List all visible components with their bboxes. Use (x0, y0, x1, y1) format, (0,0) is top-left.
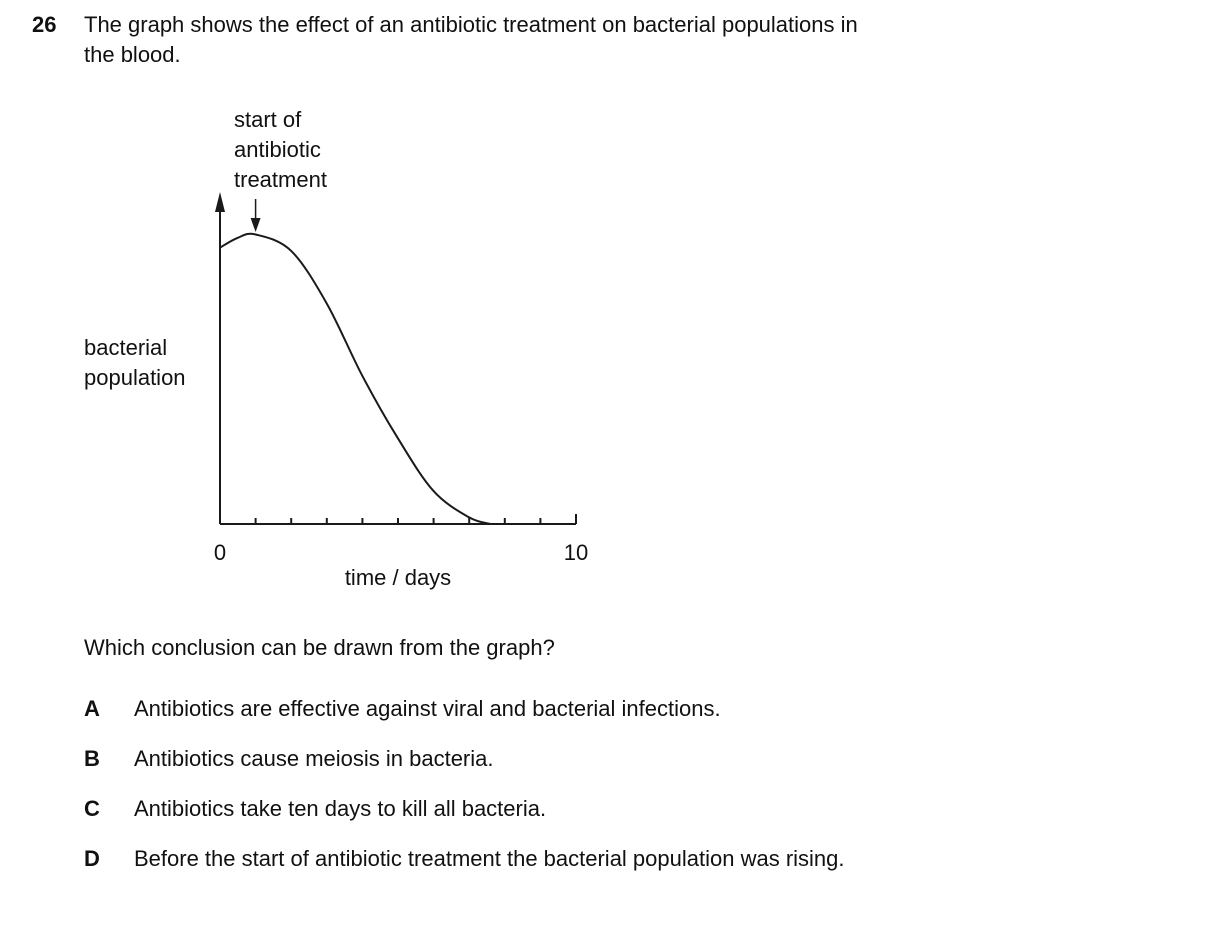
option-text: Antibiotics cause meiosis in bacteria. (134, 746, 494, 771)
option-letter: C (84, 796, 100, 821)
option-text: Before the start of antibiotic treatment… (134, 846, 845, 871)
x-axis-label: time / days (345, 565, 451, 590)
question-text: the blood. (84, 42, 181, 67)
question-number: 26 (32, 12, 56, 37)
annotation: antibiotic (234, 137, 321, 162)
population-curve (219, 232, 491, 525)
x-tick-label: 0 (214, 540, 226, 565)
y-axis-arrow (215, 192, 225, 212)
y-axis-label: population (84, 365, 186, 390)
option-text: Antibiotics are effective against viral … (134, 696, 721, 721)
x-tick-label: 10 (564, 540, 588, 565)
annotation: start of (234, 107, 302, 132)
option-letter: D (84, 846, 100, 871)
option-text: Antibiotics take ten days to kill all ba… (134, 796, 546, 821)
question-text: The graph shows the effect of an antibio… (84, 12, 858, 37)
annotation: treatment (234, 167, 327, 192)
option-letter: A (84, 696, 100, 721)
option-letter: B (84, 746, 100, 771)
y-axis-label: bacterial (84, 335, 167, 360)
annotation-arrowhead (250, 218, 261, 232)
prompt: Which conclusion can be drawn from the g… (84, 635, 555, 660)
